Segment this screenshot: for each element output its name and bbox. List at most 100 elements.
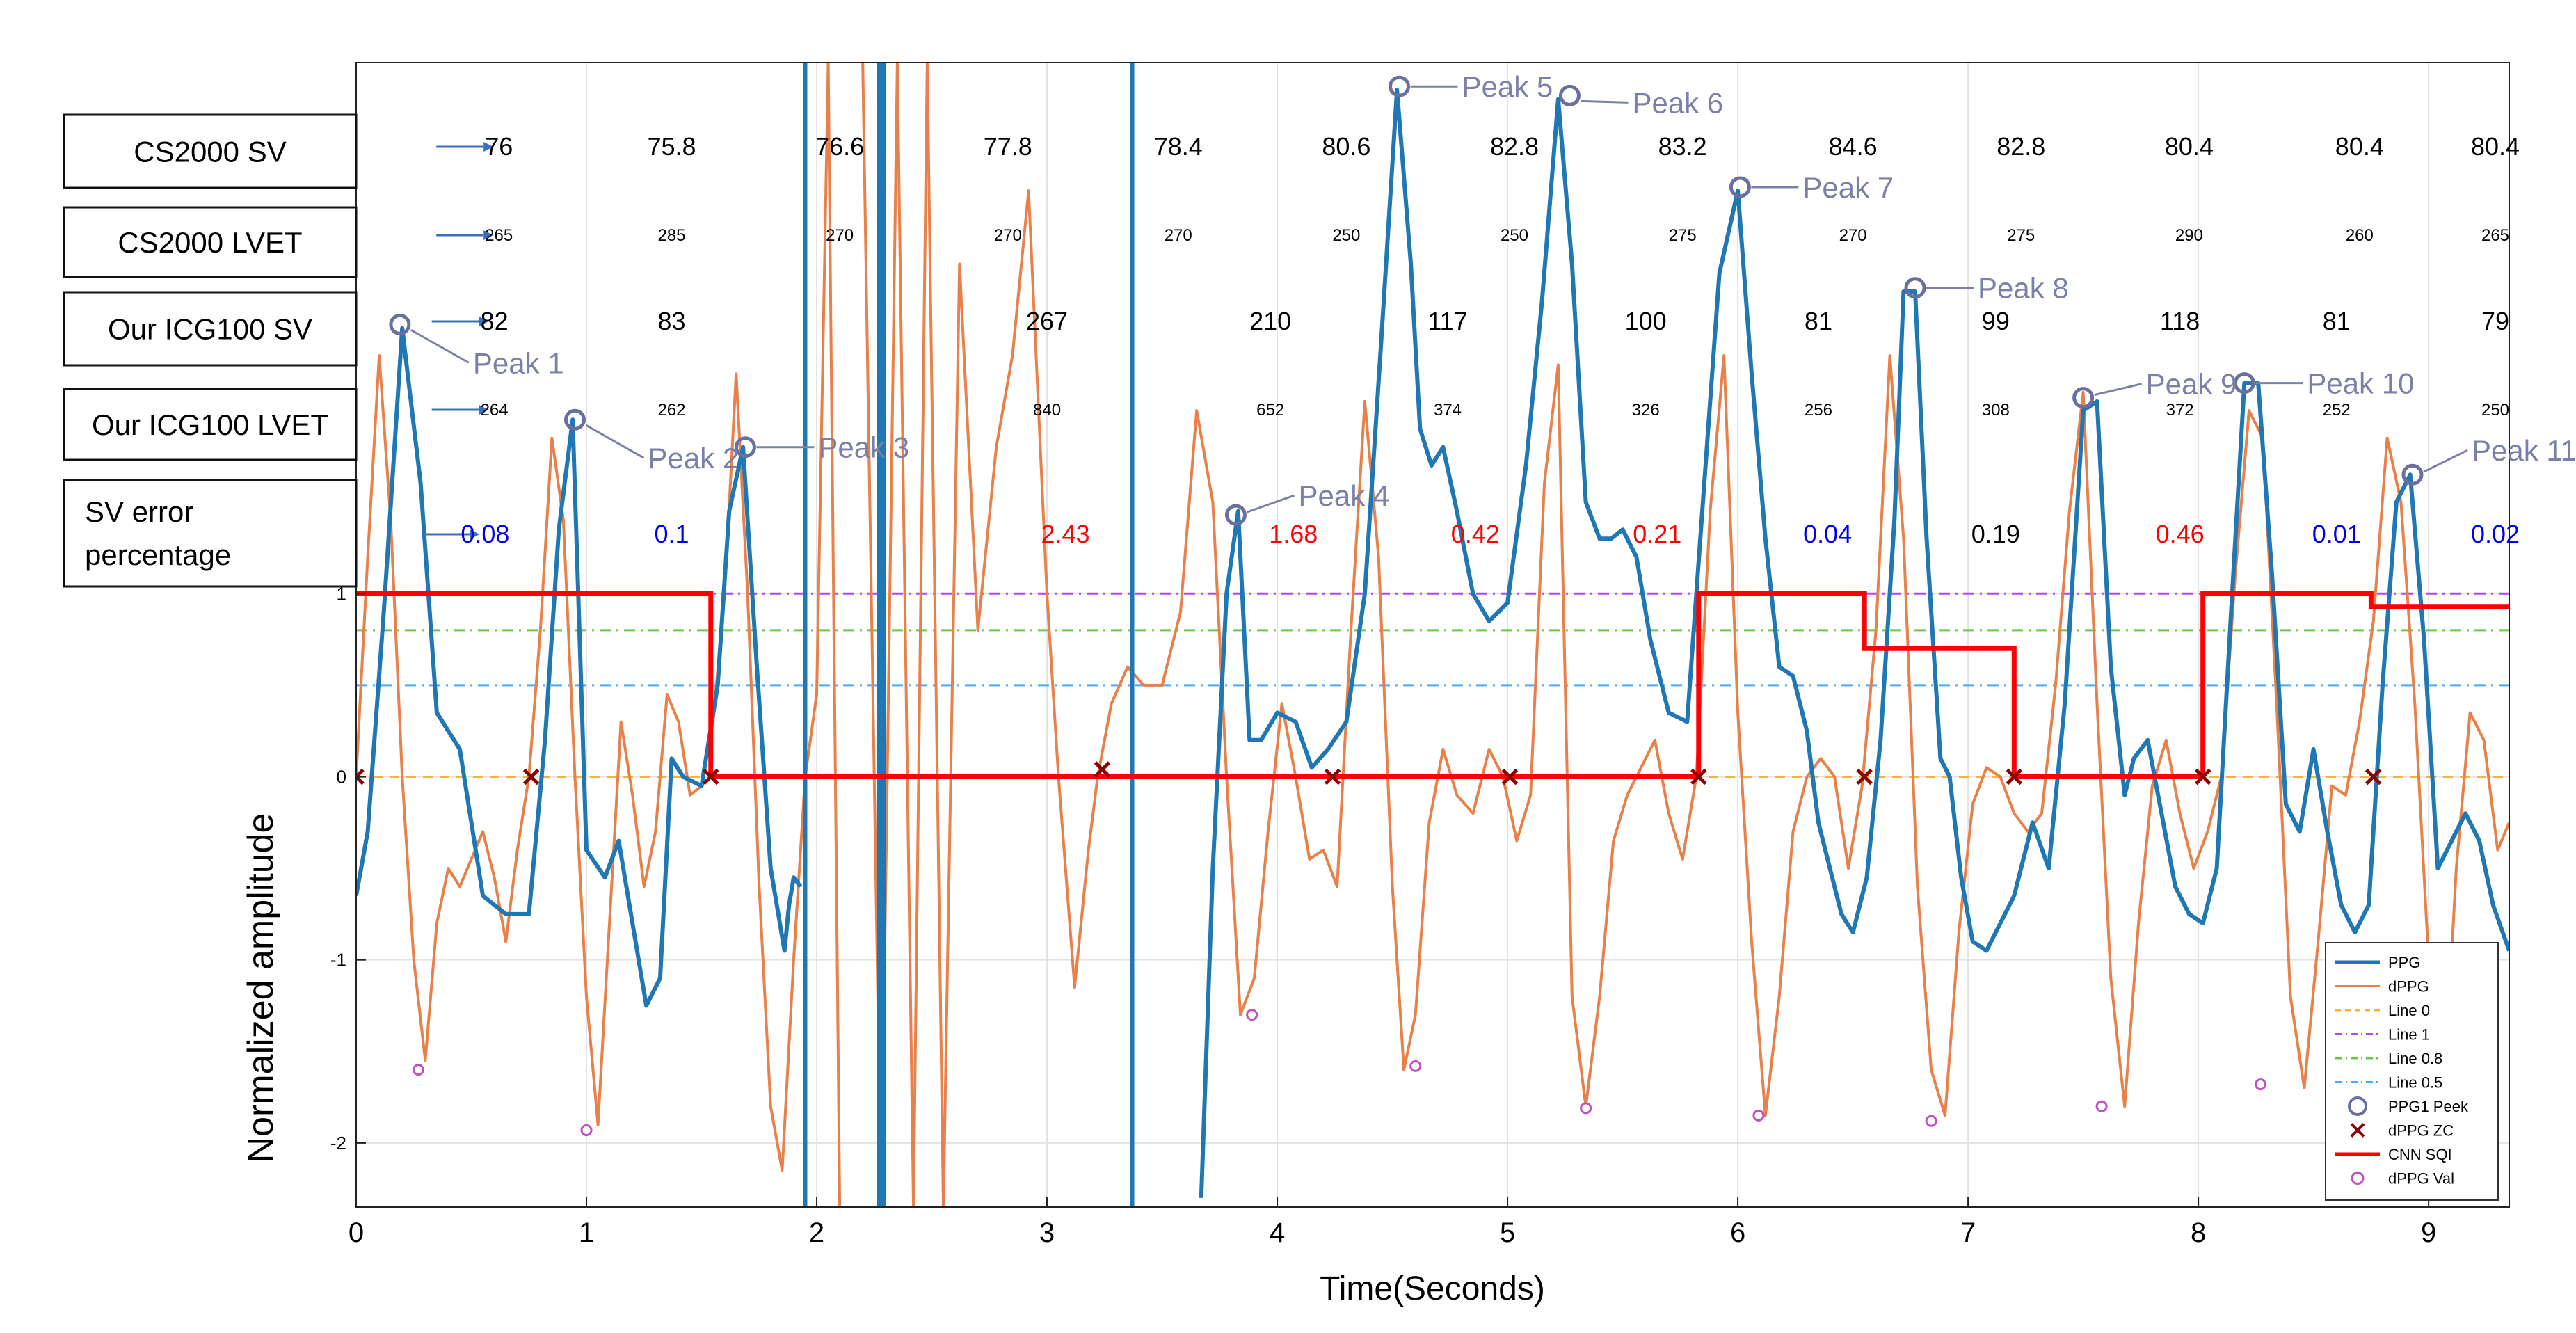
row-value-cs2000-sv: 75.8 — [647, 132, 696, 161]
ppg-peak-marker — [2072, 387, 2095, 409]
row-value-sv-error: 0.21 — [1633, 520, 1681, 548]
ppg-peak-marker — [2233, 372, 2255, 394]
row-value-icg-sv: 82 — [481, 307, 509, 335]
row-value-cs2000-sv: 80.6 — [1322, 132, 1370, 161]
x-tick-label: 3 — [1039, 1218, 1055, 1248]
row-value-icg-lvet: 372 — [2166, 401, 2194, 420]
row-value-icg-sv: 210 — [1249, 307, 1291, 335]
plot-layer — [356, 63, 2509, 1207]
row-value-cs2000-lvet: 265 — [2481, 226, 2509, 245]
row-value-cs2000-lvet: 285 — [657, 226, 685, 245]
row-value-icg-lvet: 250 — [2481, 401, 2509, 420]
ppg-peak-marker — [389, 313, 411, 335]
row-value-cs2000-lvet: 275 — [2007, 226, 2035, 245]
row-value-cs2000-sv: 83.2 — [1658, 132, 1707, 161]
dppg-zc-marker — [1501, 768, 1519, 785]
row-value-cs2000-lvet: 275 — [1669, 226, 1697, 245]
row-label-box — [63, 291, 358, 367]
legend-label: Line 0 — [2388, 1002, 2430, 1019]
peak-annotation-label: Peak 2 — [648, 442, 739, 474]
row-value-cs2000-sv: 82.8 — [1997, 132, 2045, 161]
dppg-zc-marker — [1856, 768, 1873, 785]
row-value-icg-lvet: 256 — [1805, 401, 1832, 420]
row-value-cs2000-sv: 84.6 — [1829, 132, 1878, 161]
peak-annotation-label: Peak 9 — [2146, 368, 2237, 401]
peak-annotation-label: Peak 4 — [1298, 479, 1389, 512]
legend-label: dPPG Val — [2388, 1170, 2454, 1188]
peak-annotation-arrow — [2423, 449, 2468, 473]
ppg-peak-marker — [1389, 75, 1411, 97]
row-value-cs2000-sv: 82.8 — [1490, 132, 1539, 161]
ppg-peak-marker — [563, 408, 586, 431]
dppg-zc-marker — [2006, 768, 2023, 785]
row-value-icg-lvet: 374 — [1434, 401, 1462, 420]
row-value-cs2000-sv: 77.8 — [984, 132, 1032, 161]
x-tick-label: 8 — [2191, 1218, 2206, 1248]
row-annotations: 76 75.8 76.6 77.8 78.4 80.6 82.8 83.2 84.6 82.8 80… — [422, 132, 2520, 548]
row-lead-arrowhead — [483, 142, 494, 152]
peak-annotation-arrow — [410, 329, 470, 364]
peak-annotation-label: Peak 5 — [1462, 70, 1553, 103]
row-value-cs2000-lvet: 260 — [2346, 226, 2374, 245]
ppg-peak-marker — [734, 436, 756, 458]
dppg-val-marker — [1925, 1115, 1937, 1127]
ppg-peak-marker — [1729, 176, 1751, 198]
x-tick-label: 2 — [809, 1218, 824, 1248]
dppg-zc-marker — [356, 768, 365, 785]
row-value-icg-lvet: 308 — [1982, 401, 2010, 420]
row-value-cs2000-lvet: 270 — [994, 226, 1022, 245]
dppg-val-marker — [580, 1124, 593, 1136]
row-value-cs2000-sv: 76 — [485, 132, 513, 161]
dppg-val-marker — [1409, 1060, 1422, 1072]
dppg-zc-marker — [2365, 768, 2382, 785]
legend-label: Line 1 — [2388, 1026, 2430, 1044]
legend-label: Line 0.8 — [2388, 1050, 2442, 1067]
row-label-text: CS2000 LVET — [118, 226, 302, 259]
row-value-icg-sv: 81 — [1805, 307, 1832, 335]
row-value-icg-lvet: 326 — [1632, 401, 1660, 420]
row-value-sv-error: 0.04 — [1803, 520, 1852, 548]
row-value-cs2000-sv: 80.4 — [2335, 132, 2384, 161]
row-value-icg-lvet: 262 — [657, 401, 685, 420]
peak-annotation-label: Peak 6 — [1632, 86, 1723, 119]
legend-swatch — [2348, 1096, 2367, 1116]
row-value-cs2000-sv: 80.4 — [2165, 132, 2214, 161]
row-lead-arrowhead — [470, 529, 480, 539]
axis-ticks: 0 1 2 3 4 5 6 7 8 9 -2 -1 0 1 — [330, 583, 2436, 1248]
row-value-sv-error: 0.1 — [654, 520, 689, 548]
series-dppg-segment — [356, 63, 842, 1207]
series-cnn-sqi — [356, 591, 2509, 779]
row-label-text: Our ICG100 LVET — [92, 408, 328, 441]
x-tick-label: 9 — [2421, 1218, 2436, 1248]
y-tick-label: 1 — [337, 583, 346, 604]
row-label-box — [63, 479, 358, 588]
row-value-icg-sv: 81 — [2323, 307, 2351, 335]
ppg-peak-marker — [2401, 463, 2424, 486]
dppg-zc-marker — [1690, 768, 1707, 785]
x-tick-label: 6 — [1730, 1218, 1745, 1248]
x-tick-label: 5 — [1500, 1218, 1515, 1248]
peak-annotation-arrow — [2094, 383, 2142, 397]
row-value-icg-lvet: 652 — [1256, 401, 1284, 420]
plot-area — [356, 63, 2509, 1207]
row-value-cs2000-lvet: 270 — [826, 226, 854, 245]
row-lead-arrowhead — [479, 317, 489, 326]
row-value-sv-error: 0.46 — [2156, 520, 2205, 548]
row-value-cs2000-sv: 80.4 — [2471, 132, 2520, 161]
dppg-val-marker — [1246, 1009, 1258, 1021]
peak-annotation-label: Peak 1 — [473, 346, 564, 379]
x-tick-label: 4 — [1270, 1218, 1285, 1248]
x-tick-label: 7 — [1960, 1218, 1976, 1248]
row-value-sv-error: 0.01 — [2312, 520, 2361, 548]
row-value-icg-lvet: 252 — [2323, 401, 2351, 420]
legend-label: CNN SQI — [2388, 1146, 2452, 1163]
row-lead-arrowhead — [479, 405, 489, 415]
dppg-zc-marker — [702, 768, 719, 785]
dppg-val-marker — [1752, 1109, 1765, 1122]
dppg-zc-marker — [2194, 768, 2211, 785]
peak-annotation-label: Peak 11 — [2472, 434, 2576, 467]
legend-label: dPPG — [2388, 978, 2429, 996]
row-label-box — [63, 388, 358, 461]
row-label-text: Our ICG100 SV — [108, 313, 312, 346]
